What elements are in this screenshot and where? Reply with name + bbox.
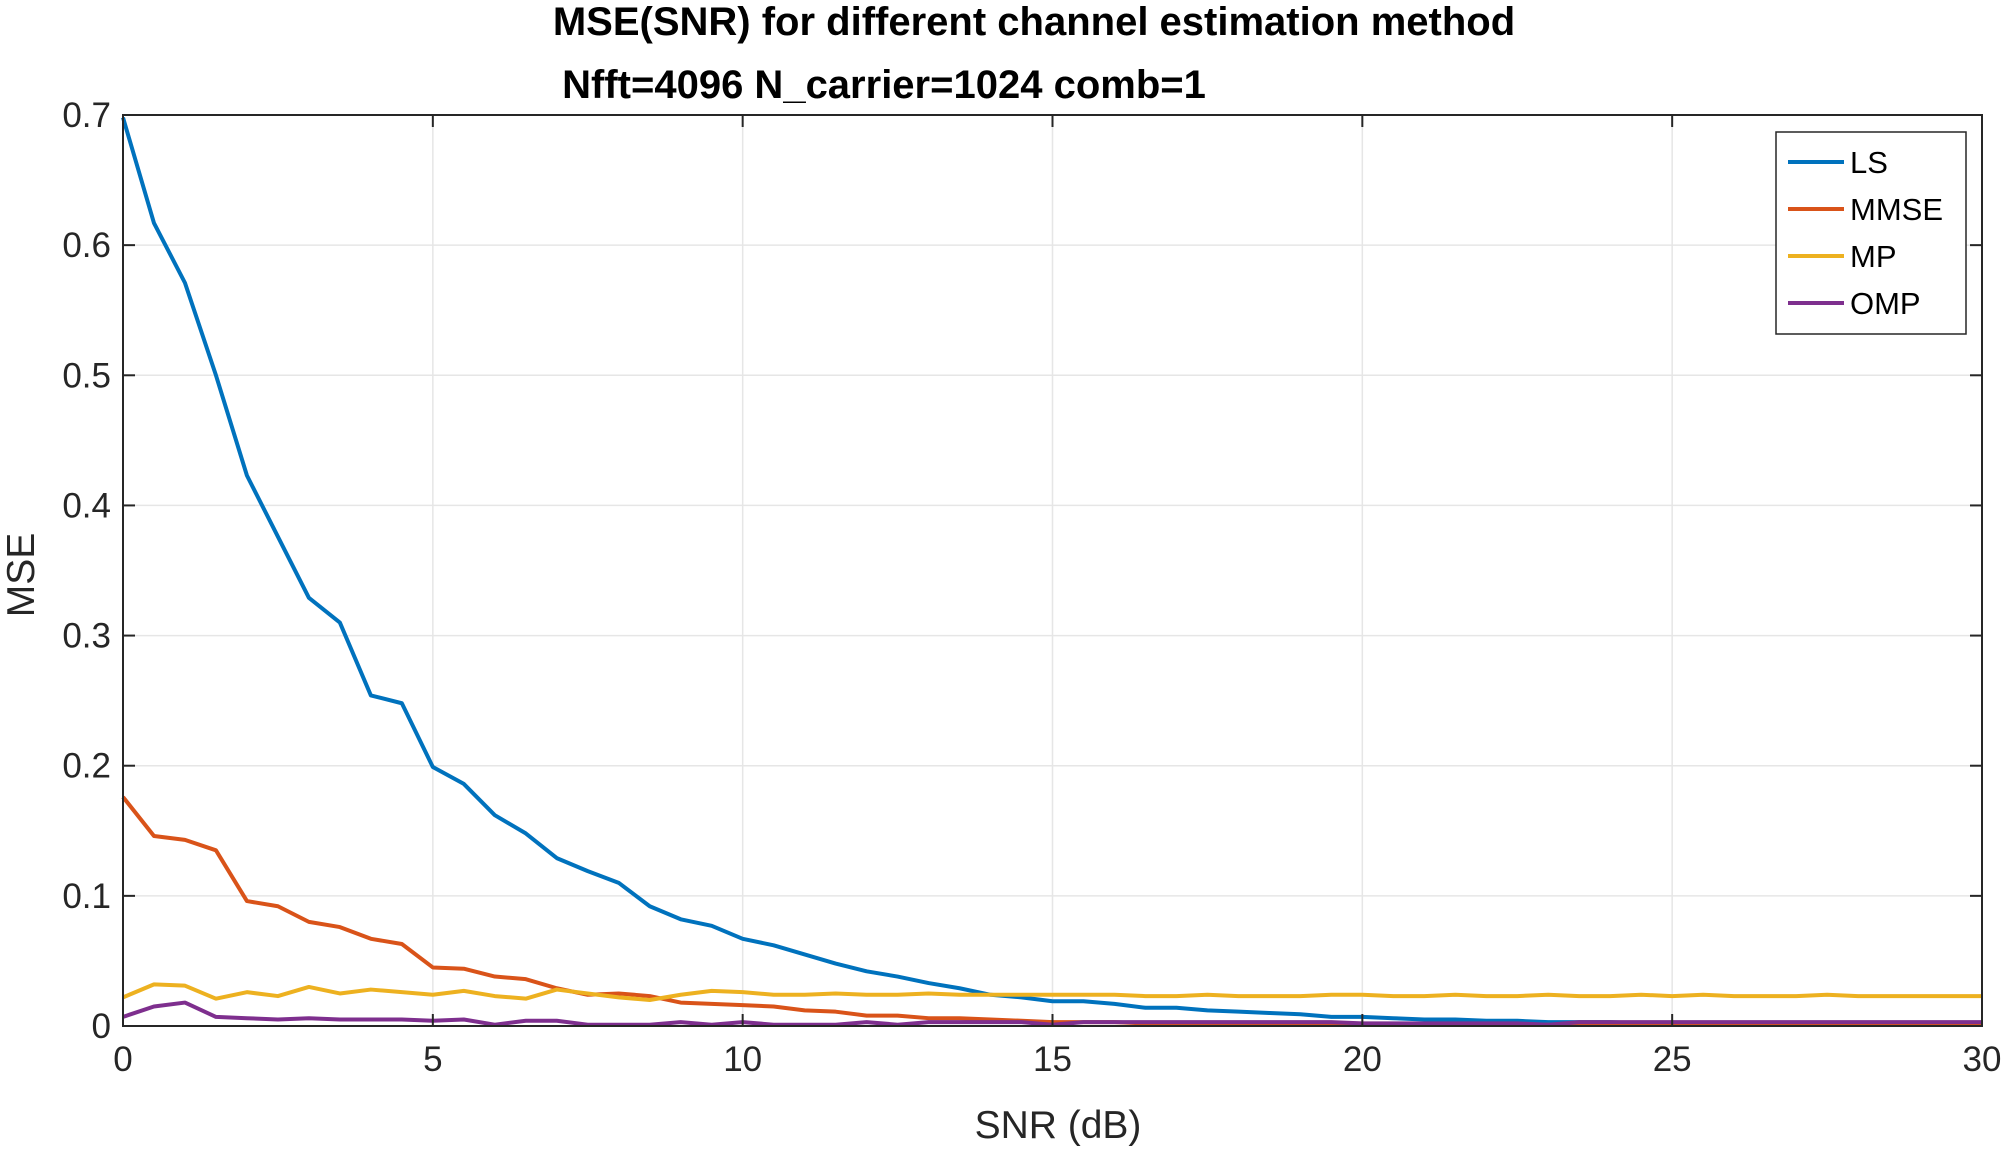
legend-label-mp: MP [1850, 239, 1897, 274]
y-tick-label: 0.3 [62, 617, 111, 656]
y-tick-label: 0.5 [62, 356, 111, 395]
x-tick-label: 15 [1033, 1040, 1072, 1079]
legend: LS MMSE MP OMP [1775, 131, 1967, 335]
legend-label-mmse: MMSE [1850, 192, 1943, 227]
x-tick-label: 30 [1963, 1040, 2002, 1079]
y-tick-label: 0.2 [62, 747, 111, 786]
y-tick-label: 0.4 [62, 486, 111, 525]
y-tick-label: 0.1 [62, 877, 111, 916]
x-tick-label: 10 [723, 1040, 762, 1079]
x-tick-label: 5 [423, 1040, 442, 1079]
legend-label-omp: OMP [1850, 286, 1921, 321]
x-tick-label: 25 [1653, 1040, 1692, 1079]
y-tick-label: 0 [92, 1007, 111, 1046]
legend-label-ls: LS [1850, 145, 1888, 180]
y-axis-label: MSE [0, 533, 43, 618]
series-line-mp [122, 982, 1982, 1002]
chart-subtitle: Nfft=4096 N_carrier=1024 comb=1 [562, 63, 1206, 107]
x-axis-label: SNR (dB) [975, 1104, 1142, 1147]
y-tick-label: 0.6 [62, 226, 111, 265]
axes [122, 114, 1983, 1027]
legend-box [1775, 131, 1967, 335]
x-tick-label: 0 [113, 1040, 132, 1079]
y-tick-label: 0.7 [62, 96, 111, 135]
tick-labels: 0 5 10 15 20 25 30 0 0.1 0.2 0.3 0.4 0.5 0.6 0.7 [62, 96, 2001, 1079]
x-tick-label: 20 [1343, 1040, 1382, 1079]
chart-title: MSE(SNR) for different channel estimatio… [553, 0, 1515, 44]
